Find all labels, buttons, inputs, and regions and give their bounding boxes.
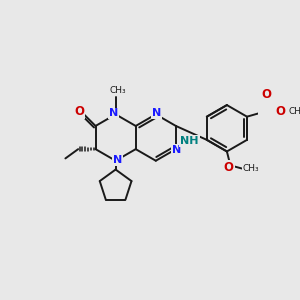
Text: N: N	[152, 109, 161, 118]
Text: NH: NH	[180, 136, 199, 146]
Text: CH₃: CH₃	[288, 107, 300, 116]
Text: CH₃: CH₃	[242, 164, 259, 173]
Text: N: N	[109, 109, 119, 118]
Text: O: O	[276, 105, 286, 118]
Text: N: N	[172, 145, 182, 155]
Text: N: N	[113, 155, 122, 165]
Text: O: O	[262, 88, 272, 101]
Text: O: O	[224, 160, 234, 174]
Text: CH₃: CH₃	[109, 85, 126, 94]
Text: O: O	[74, 105, 84, 118]
